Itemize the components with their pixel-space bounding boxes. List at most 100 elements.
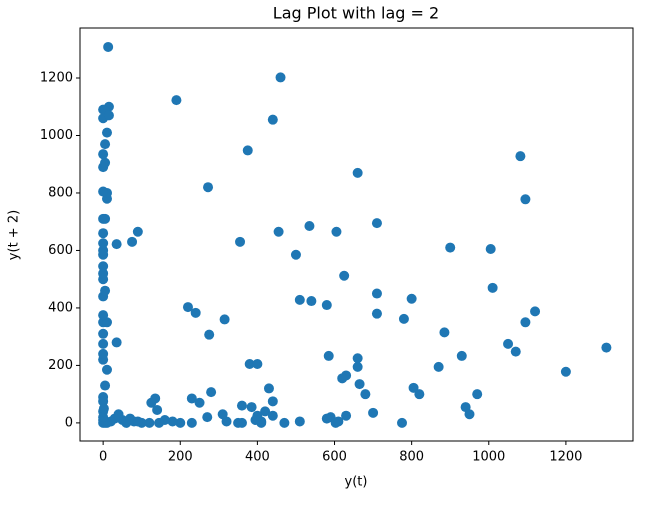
- point: [487, 282, 498, 293]
- point: [520, 317, 531, 328]
- point: [152, 404, 163, 415]
- point: [304, 221, 315, 232]
- point: [294, 416, 305, 427]
- point: [279, 417, 290, 428]
- point: [217, 409, 228, 420]
- point: [219, 314, 230, 325]
- point: [398, 313, 409, 324]
- y-tick-label: 200: [48, 358, 73, 373]
- x-axis-label: y(t): [345, 475, 368, 490]
- point: [236, 400, 247, 411]
- point: [472, 389, 483, 400]
- point: [456, 350, 467, 361]
- x-tick-label: 1200: [549, 450, 582, 465]
- point: [100, 157, 111, 168]
- x-tick-label: 400: [245, 450, 270, 465]
- point: [98, 328, 109, 339]
- point: [98, 186, 109, 197]
- point: [354, 379, 365, 390]
- point: [235, 236, 246, 247]
- point: [127, 236, 138, 247]
- point: [485, 244, 496, 255]
- point: [100, 139, 111, 150]
- point: [290, 249, 301, 260]
- point: [101, 364, 112, 375]
- point: [352, 361, 363, 372]
- point: [203, 182, 214, 193]
- point: [132, 226, 143, 237]
- point: [98, 228, 109, 239]
- x-tick-label: 200: [168, 450, 193, 465]
- point: [360, 389, 371, 400]
- point: [263, 383, 274, 394]
- point: [132, 416, 143, 427]
- x-tick-label: 600: [322, 450, 347, 465]
- point: [100, 213, 111, 224]
- point: [246, 402, 257, 413]
- point: [397, 417, 408, 428]
- point: [321, 300, 332, 311]
- x-tick-label: 800: [399, 450, 424, 465]
- point: [464, 409, 475, 420]
- point: [98, 261, 109, 272]
- point: [111, 337, 122, 348]
- point: [100, 285, 111, 296]
- point: [341, 410, 352, 421]
- point: [98, 238, 109, 249]
- y-tick-label: 800: [48, 185, 73, 200]
- point: [111, 239, 122, 250]
- y-tick-label: 1200: [40, 71, 73, 86]
- point: [560, 366, 571, 377]
- point: [250, 415, 261, 426]
- point: [100, 380, 111, 391]
- point: [601, 342, 612, 353]
- point: [154, 417, 165, 428]
- point: [98, 338, 109, 349]
- point: [101, 127, 112, 138]
- point: [371, 218, 382, 229]
- point: [144, 417, 155, 428]
- x-tick-label: 0: [99, 450, 107, 465]
- point: [515, 151, 526, 162]
- point: [98, 403, 109, 414]
- point: [414, 389, 425, 400]
- point: [204, 329, 215, 340]
- y-tick-label: 600: [48, 243, 73, 258]
- point: [520, 194, 531, 205]
- point: [368, 407, 379, 418]
- y-axis-label: y(t + 2): [7, 210, 22, 260]
- point: [175, 417, 186, 428]
- point: [371, 288, 382, 299]
- point: [252, 358, 263, 369]
- point: [503, 338, 514, 349]
- point: [186, 393, 197, 404]
- point: [337, 373, 348, 384]
- point: [530, 306, 541, 317]
- plot-frame: [79, 27, 634, 442]
- point: [125, 413, 136, 424]
- point: [333, 416, 344, 427]
- point: [98, 268, 109, 279]
- point: [294, 294, 305, 305]
- point: [98, 245, 109, 256]
- x-tick-label: 1000: [472, 450, 505, 465]
- point: [352, 353, 363, 364]
- point: [103, 110, 114, 121]
- point: [186, 417, 197, 428]
- point: [202, 412, 213, 423]
- y-tick-label: 0: [65, 415, 73, 430]
- point: [98, 149, 109, 160]
- point: [244, 358, 255, 369]
- point: [352, 167, 363, 178]
- point: [331, 226, 342, 237]
- point: [439, 327, 450, 338]
- point: [275, 72, 286, 83]
- point: [267, 396, 278, 407]
- point: [194, 397, 205, 408]
- point: [190, 307, 201, 318]
- point: [306, 296, 317, 307]
- point: [510, 346, 521, 357]
- y-tick-label: 1000: [40, 128, 73, 143]
- point: [242, 145, 253, 156]
